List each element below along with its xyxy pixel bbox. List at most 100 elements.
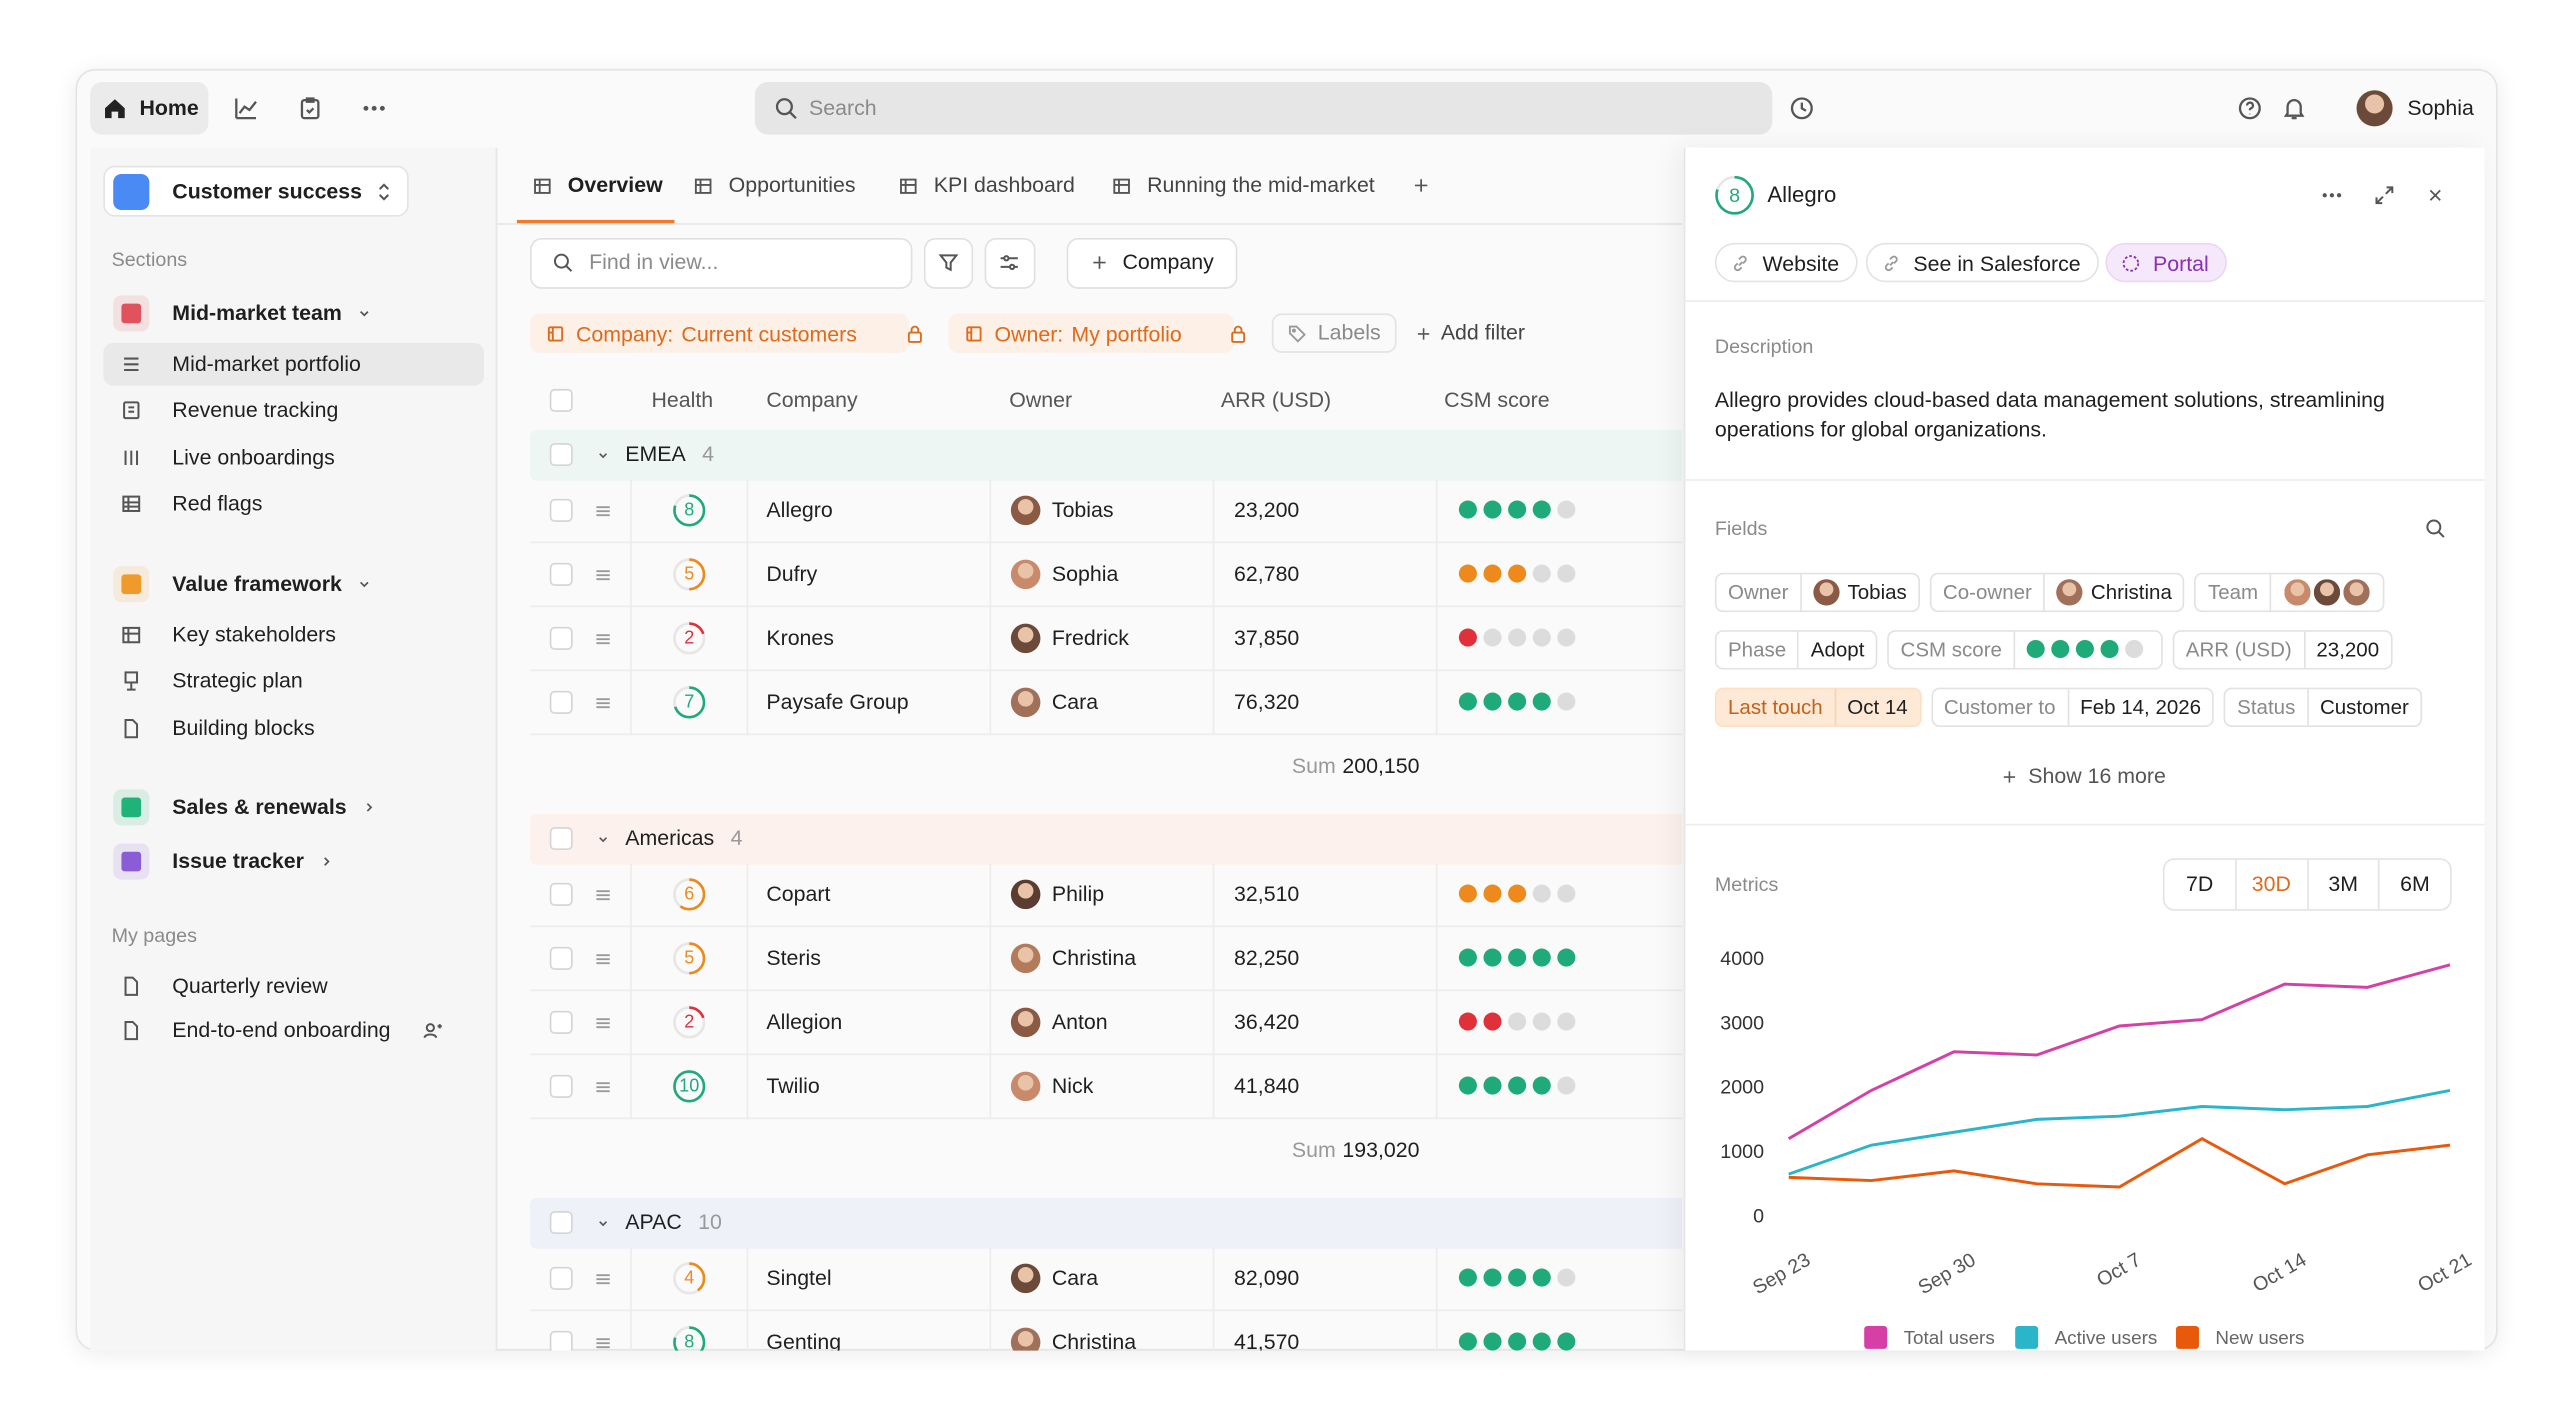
icon	[300, 97, 320, 120]
tab[interactable]: Opportunities	[728, 172, 856, 197]
section-title[interactable]: Sales & renewals	[172, 794, 347, 819]
page-item[interactable]: End-to-end onboarding	[172, 1017, 391, 1043]
cell-border	[1435, 1247, 1438, 1312]
link-chip[interactable]: See in Salesforce	[1865, 242, 2099, 283]
tab[interactable]: KPI dashboard	[933, 172, 1075, 197]
show-more[interactable]: Show 16 more	[2028, 763, 2166, 788]
checkbox[interactable]	[549, 1330, 573, 1351]
range-button[interactable]: 3M	[2306, 859, 2378, 910]
nav-item[interactable]: Revenue tracking	[172, 397, 339, 423]
company[interactable]: Dufry	[766, 561, 818, 586]
avatar	[2056, 579, 2083, 606]
csm-dot	[2075, 640, 2094, 659]
csm-dot	[1557, 1268, 1576, 1287]
company[interactable]: Singtel	[766, 1265, 832, 1290]
cell-border	[746, 671, 749, 736]
csm-dot	[1508, 692, 1527, 711]
nav-item[interactable]: Live onboardings	[172, 444, 335, 469]
cell-border	[989, 927, 992, 992]
section-title[interactable]: Mid-market team	[172, 300, 342, 325]
filter-chip[interactable]: Owner: My portfolio	[948, 313, 1235, 353]
checkbox[interactable]	[549, 1266, 573, 1290]
nav-item[interactable]: Mid-market portfolio	[172, 351, 361, 376]
tab[interactable]: Running the mid-market	[1147, 172, 1375, 197]
avatar	[1010, 1263, 1041, 1294]
health-ring	[673, 494, 706, 527]
icon	[123, 401, 140, 420]
labels-label: Labels	[1317, 320, 1381, 345]
checkbox[interactable]	[549, 388, 573, 412]
avatar	[1010, 1327, 1041, 1351]
csm-dot	[1483, 1012, 1502, 1031]
company[interactable]: Twilio	[766, 1073, 820, 1098]
company[interactable]: Copart	[766, 881, 831, 906]
workspace-icon	[113, 173, 150, 211]
range-button[interactable]: 7D	[2185, 871, 2214, 897]
link-chip[interactable]: Website	[1714, 242, 1858, 283]
range-button[interactable]: 6M	[2378, 859, 2450, 910]
health-score: 5	[684, 564, 695, 585]
checkbox[interactable]	[549, 562, 573, 586]
company[interactable]: Steris	[766, 945, 821, 970]
icon	[367, 803, 373, 812]
icon	[595, 697, 609, 708]
checkbox[interactable]	[549, 498, 573, 522]
section-title[interactable]: Issue tracker	[172, 848, 304, 874]
icon	[1884, 254, 1897, 271]
nav-item[interactable]: Key stakeholders	[172, 621, 336, 647]
section-title[interactable]: Value framework	[172, 571, 342, 596]
checkbox[interactable]	[549, 443, 573, 467]
icon	[378, 183, 390, 201]
cell-border	[630, 607, 632, 672]
checkbox[interactable]	[549, 1074, 573, 1098]
cell-border	[1212, 991, 1215, 1056]
cell-border	[989, 991, 992, 1056]
nav-item[interactable]: Strategic plan	[172, 668, 303, 694]
avatar	[1813, 579, 1840, 606]
search-box[interactable]	[754, 82, 1773, 135]
checkbox[interactable]	[549, 690, 573, 714]
checkbox[interactable]	[549, 827, 573, 851]
add-filter[interactable]: Add filter	[1440, 320, 1526, 345]
owner: Cara	[1051, 689, 1099, 714]
company[interactable]: Allegro	[766, 497, 833, 522]
cell-border	[630, 863, 632, 928]
section-icon-mark	[121, 303, 142, 324]
checkbox[interactable]	[549, 1211, 573, 1235]
csm-dot	[1532, 692, 1551, 711]
csm-dot	[1483, 692, 1502, 711]
checkbox[interactable]	[549, 946, 573, 970]
link-chip[interactable]: Portal	[2105, 242, 2227, 283]
icon	[595, 1081, 609, 1092]
link-label: Portal	[2153, 250, 2209, 275]
find-input[interactable]	[530, 237, 913, 289]
csm-score	[1458, 1268, 1582, 1289]
filter-button[interactable]	[923, 237, 974, 289]
field-text: Feb 14, 2026	[2080, 695, 2202, 719]
company[interactable]: Genting	[766, 1329, 842, 1351]
settings-button[interactable]	[984, 237, 1036, 289]
nav-item[interactable]: Building blocks	[172, 714, 315, 740]
company[interactable]: Krones	[766, 625, 834, 650]
avatar	[2282, 577, 2313, 608]
page-item[interactable]: Quarterly review	[172, 973, 328, 998]
workspace-switcher[interactable]	[103, 165, 409, 217]
csm-dot	[1483, 564, 1502, 583]
checkbox[interactable]	[549, 882, 573, 906]
icon	[2002, 770, 2015, 782]
nav-item[interactable]: Red flags	[172, 490, 263, 516]
cell-border	[989, 671, 992, 736]
labels-chip[interactable]	[1271, 313, 1397, 353]
csm-dot	[1458, 1268, 1477, 1287]
company[interactable]: Paysafe Group	[766, 689, 909, 714]
filter-chip[interactable]: Company: Current customers	[530, 313, 910, 353]
checkbox[interactable]	[549, 1010, 573, 1034]
checkbox[interactable]	[549, 626, 573, 650]
icon	[124, 671, 139, 692]
range-button[interactable]: 30D	[2234, 859, 2307, 910]
icon	[124, 1020, 139, 1041]
company[interactable]: Allegion	[766, 1009, 843, 1034]
tab[interactable]: Overview	[567, 172, 663, 197]
arr: 23,200	[1234, 497, 1300, 522]
icon	[122, 495, 141, 512]
